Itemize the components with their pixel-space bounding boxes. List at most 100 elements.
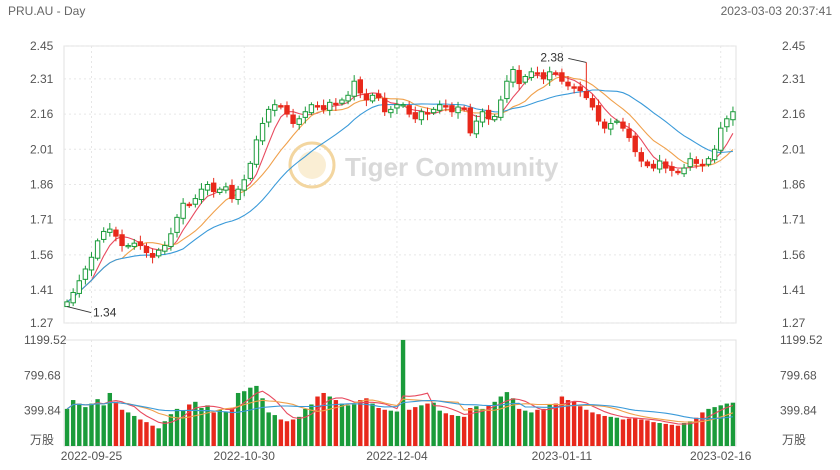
low-marker-line [66, 306, 92, 313]
volume-bar [571, 401, 577, 446]
candle-body [180, 202, 186, 219]
volume-bar [413, 407, 418, 446]
volume-bar [681, 423, 687, 446]
volume-bar [614, 417, 620, 446]
candle-body [675, 170, 681, 174]
volume-bar [498, 396, 503, 446]
volume-bar [205, 405, 210, 446]
volume-bar [278, 419, 284, 446]
candle-body [229, 184, 235, 200]
volume-bar [364, 398, 369, 446]
volume-bar [596, 414, 601, 446]
ma5-line [66, 73, 734, 303]
volume-bar [156, 428, 161, 446]
candle-body [669, 166, 675, 171]
candle-body [192, 198, 199, 205]
candle-body [418, 111, 425, 121]
price-moving-averages [66, 73, 734, 303]
volume-bar [724, 403, 730, 446]
volume-bar [235, 392, 241, 446]
candle-body [663, 161, 669, 169]
volume-ma10-line [66, 398, 734, 423]
candle-body [247, 162, 254, 179]
volume-bar [162, 421, 167, 446]
volume-moving-averages [66, 390, 734, 425]
candle-body [265, 108, 272, 123]
volume-bar [77, 403, 82, 446]
price-tick-left: 1.27 [30, 316, 54, 330]
volume-bar [327, 396, 332, 446]
candle-body [394, 104, 400, 109]
candle-body [638, 152, 645, 162]
volume-bar [101, 405, 106, 446]
candle-body [174, 216, 180, 233]
candle-body [467, 107, 473, 134]
candle-body [94, 240, 101, 259]
volume-bar [461, 416, 467, 446]
volume-bar [272, 415, 277, 446]
volume-bar [180, 410, 186, 446]
volume-bar [626, 418, 632, 446]
volume-bar [578, 406, 583, 446]
price-axis-left: 2.45 2.31 2.16 2.01 1.86 1.71 1.56 1.41 1.27 [30, 39, 54, 330]
candle-body [437, 104, 443, 111]
chart-symbol-title: PRU.AU - Day [8, 4, 86, 18]
price-axis-right: 2.45 2.31 2.16 2.01 1.86 1.71 1.56 1.41 1.27 [782, 39, 806, 330]
candle-body [333, 102, 339, 106]
candle-body [296, 118, 302, 125]
candle-body [235, 188, 241, 201]
volume-ma20-line [66, 399, 733, 420]
candle-body [504, 80, 510, 100]
candle-body [632, 135, 638, 153]
candle-body [82, 268, 89, 280]
volume-bar [406, 409, 412, 446]
candle-body [302, 111, 309, 118]
volume-bar [351, 404, 357, 446]
candle-body [339, 99, 345, 104]
volume-bar [358, 400, 363, 446]
volume-bar [89, 403, 94, 446]
candle-body [119, 234, 125, 247]
high-marker-label: 2.38 [540, 50, 564, 64]
volume-axis-left: 1199.52 799.68 399.84 万股 [24, 333, 67, 447]
volume-bar [651, 422, 656, 446]
candle-body [101, 230, 107, 240]
volume-bar [590, 412, 595, 446]
price-tick-right: 2.01 [782, 142, 806, 156]
price-tick-left: 2.01 [30, 142, 54, 156]
candle-body [455, 106, 461, 114]
high-marker-line [568, 58, 587, 63]
candle-body [498, 99, 504, 118]
volume-bar [431, 402, 436, 446]
candle-body [70, 291, 76, 304]
candle-body [473, 120, 480, 135]
volume-bar [669, 424, 675, 446]
candle-body [76, 280, 82, 294]
volume-bar [242, 391, 247, 446]
volume-bar [394, 411, 400, 446]
candle-body [516, 69, 522, 85]
candle-body [595, 105, 602, 122]
annotations: 1.34 2.38 [66, 50, 587, 320]
volume-bar [144, 422, 149, 446]
volume-bar [620, 419, 626, 446]
volume-bar [675, 425, 681, 446]
candle-body [583, 91, 590, 99]
volume-bar [718, 405, 723, 446]
candle-body [143, 245, 150, 254]
price-tick-left: 1.86 [30, 178, 54, 192]
price-tick-right: 1.71 [782, 213, 806, 227]
volume-bar [333, 400, 339, 446]
price-tick-left: 1.41 [30, 283, 54, 297]
volume-bar [211, 412, 216, 446]
volume-bar [565, 400, 571, 446]
candle-body [443, 105, 449, 108]
candle-body [327, 101, 333, 111]
candle-body [198, 188, 205, 201]
candle-body [626, 128, 632, 139]
candle-body [210, 182, 217, 193]
volume-bar [266, 412, 271, 446]
volume-bar [584, 409, 589, 446]
volume-bar [443, 413, 449, 446]
